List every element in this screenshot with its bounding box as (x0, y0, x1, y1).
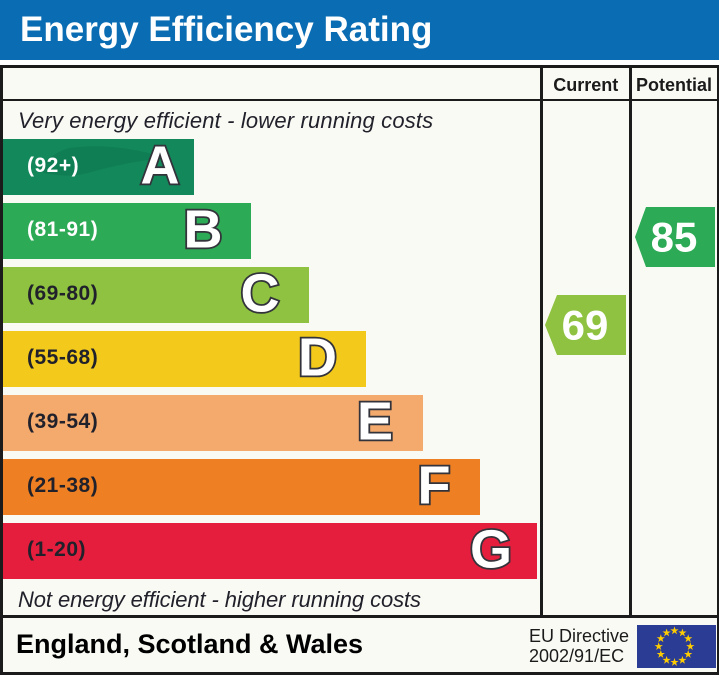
svg-text:G: G (470, 520, 512, 580)
svg-text:85: 85 (651, 214, 698, 261)
svg-text:69: 69 (562, 302, 609, 349)
svg-text:E: E (357, 392, 393, 452)
svg-text:F: F (418, 456, 451, 516)
svg-text:B: B (184, 200, 223, 260)
svg-text:C: C (241, 264, 280, 324)
svg-text:A: A (141, 136, 180, 196)
svg-text:D: D (298, 328, 337, 388)
